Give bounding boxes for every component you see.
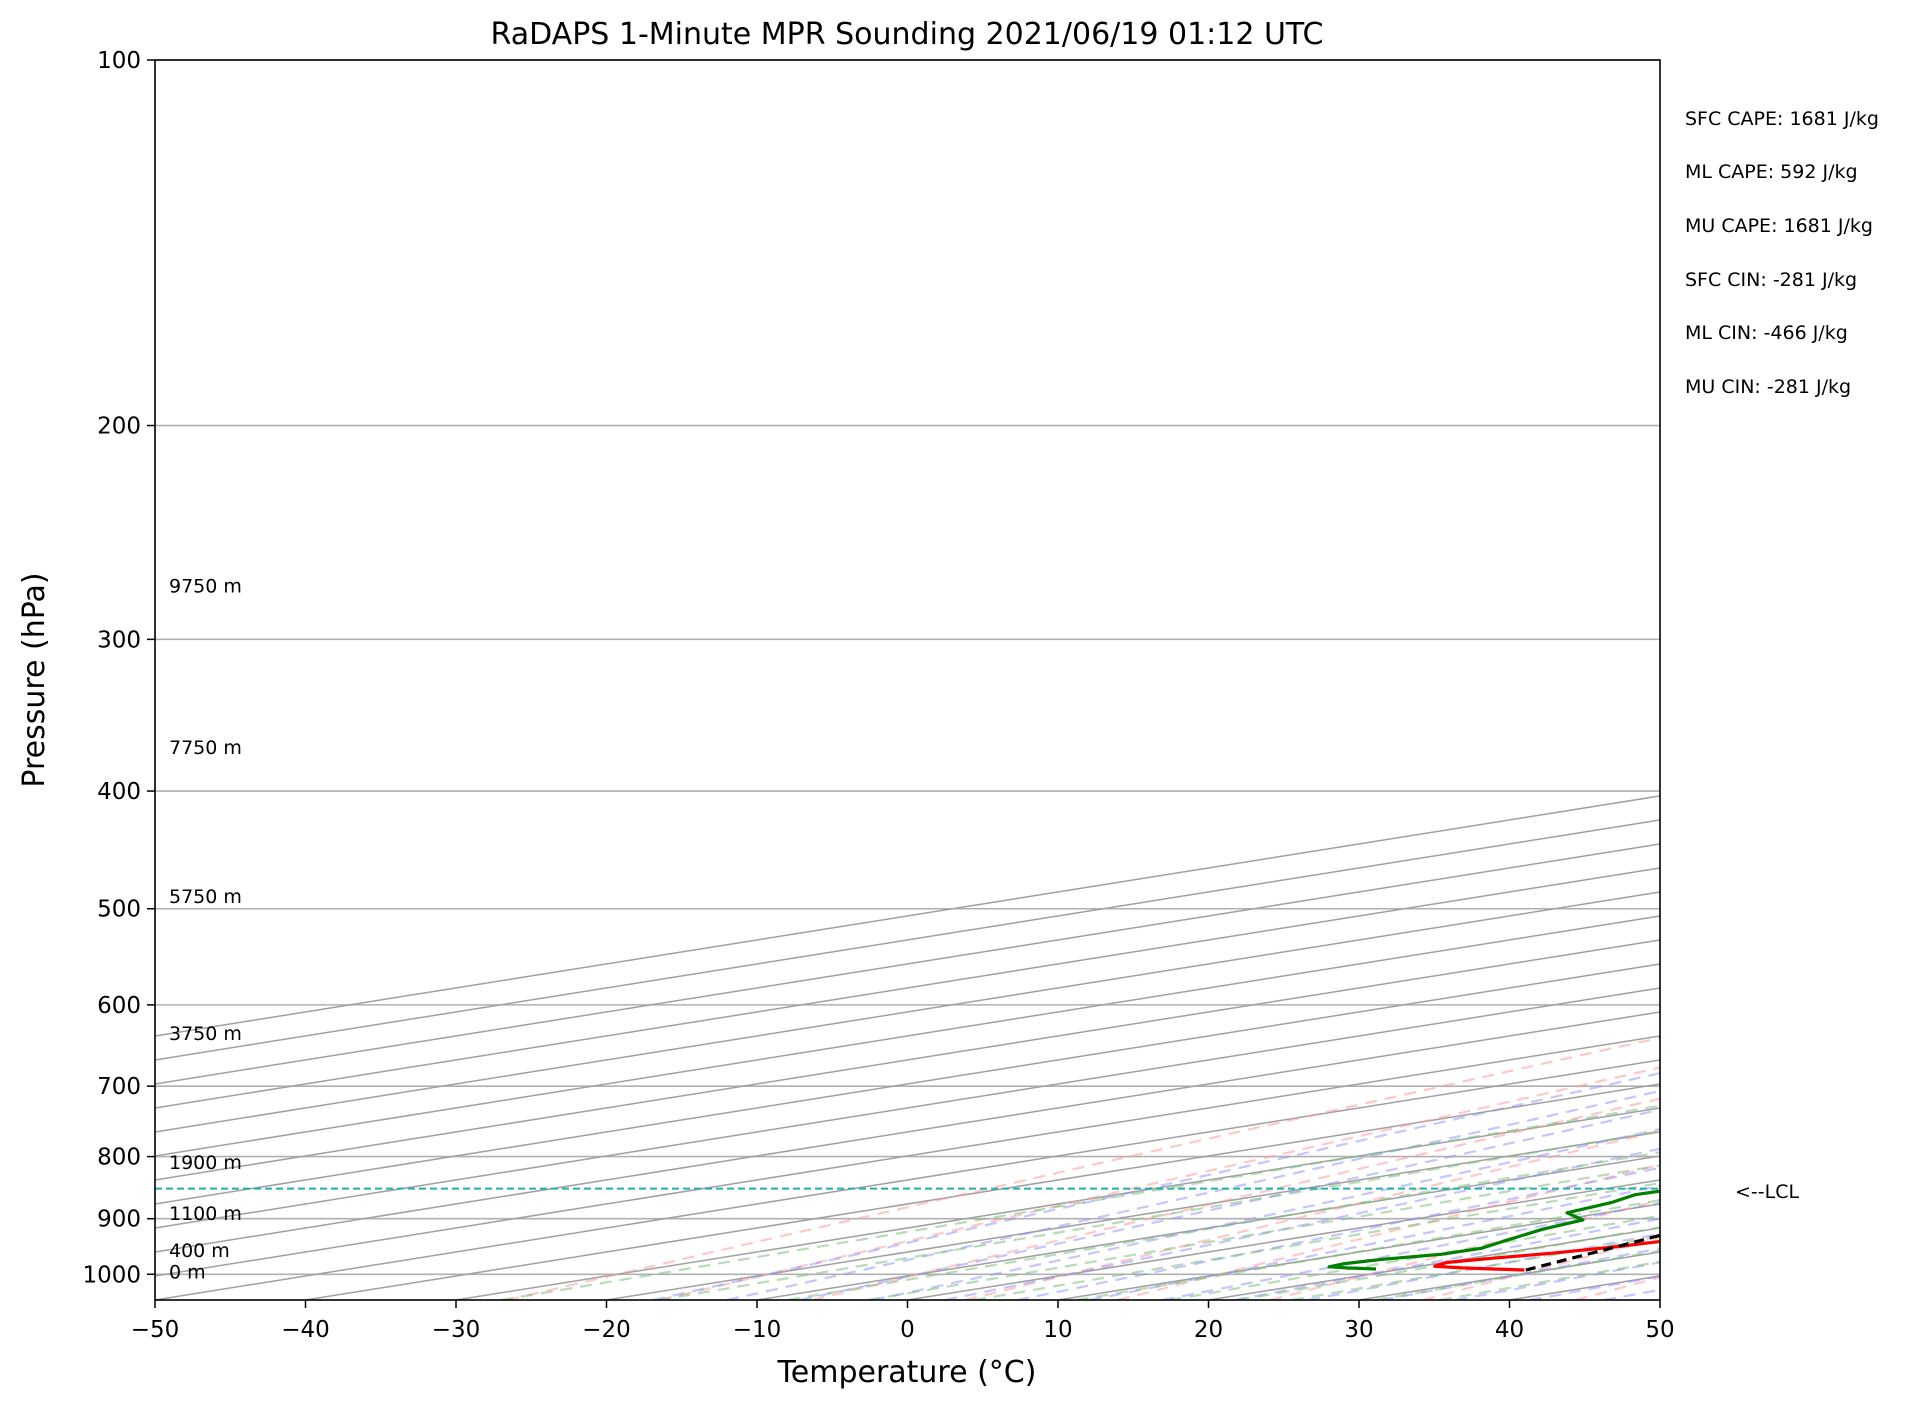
dry-adiabat bbox=[1117, 1163, 1660, 1300]
mixing-ratio-line bbox=[1169, 1214, 1660, 1300]
isotherm-gridline bbox=[756, 1155, 1660, 1300]
isotherm-gridline bbox=[155, 915, 1660, 1157]
moist-adiabat bbox=[1161, 1201, 1660, 1300]
height-label: 1900 m bbox=[169, 1152, 242, 1174]
ml-cin-text: ML CIN: -466 J/kg bbox=[1685, 322, 1848, 344]
x-axis-label: Temperature (°C) bbox=[777, 1355, 1037, 1390]
x-tick-label: 20 bbox=[1194, 1317, 1223, 1343]
mu-cape-text: MU CAPE: 1681 J/kg bbox=[1685, 215, 1873, 237]
y-axis-label: Pressure (hPa) bbox=[17, 572, 52, 787]
plot-frame bbox=[154, 59, 1661, 1301]
moist-adiabat bbox=[1234, 1217, 1660, 1300]
mu-cin-text: MU CIN: -281 J/kg bbox=[1685, 376, 1852, 398]
isotherm-gridline bbox=[907, 1179, 1660, 1300]
lcl-label: <--LCL bbox=[1735, 1181, 1799, 1203]
isotherm-gridline bbox=[606, 1131, 1660, 1300]
y-tick-label: 300 bbox=[97, 627, 141, 653]
x-tick-label: 30 bbox=[1344, 1317, 1373, 1343]
sfc-cin-text: SFC CIN: -281 J/kg bbox=[1685, 269, 1858, 291]
isotherm-gridline bbox=[155, 939, 1660, 1181]
mixing-ratio-line bbox=[787, 1151, 1660, 1300]
moist-adiabat bbox=[799, 1108, 1660, 1300]
dewpoint-profile bbox=[1327, 1189, 1660, 1271]
mixing-ratio-line bbox=[973, 1181, 1660, 1300]
isotherm-gridline bbox=[1811, 60, 1925, 1300]
y-tick-label: 200 bbox=[97, 414, 141, 440]
moist-adiabat bbox=[944, 1147, 1660, 1300]
x-tick-label: 10 bbox=[1043, 1317, 1072, 1343]
moist-adiabat bbox=[1603, 1288, 1660, 1300]
dry-adiabat bbox=[1728, 60, 1925, 1300]
moist-adiabat bbox=[872, 1127, 1660, 1300]
dry-adiabat bbox=[507, 1036, 1660, 1300]
mixing-ratio-line bbox=[1375, 1249, 1660, 1300]
height-label: 9750 m bbox=[169, 576, 242, 598]
isotherm-gridline bbox=[1509, 1275, 1660, 1300]
x-tick-label: 40 bbox=[1495, 1317, 1524, 1343]
x-tick-label: 0 bbox=[900, 1317, 915, 1343]
dry-adiabat bbox=[1575, 1276, 1660, 1300]
x-tick-label: −30 bbox=[432, 1317, 481, 1343]
dry-adiabat bbox=[1422, 1236, 1660, 1300]
isotherm-gridline bbox=[305, 1083, 1660, 1300]
mixing-ratio-line bbox=[867, 1164, 1660, 1300]
x-tick-label: −50 bbox=[131, 1317, 180, 1343]
isotherm-gridline bbox=[155, 1035, 1660, 1277]
y-tick-label: 800 bbox=[97, 1145, 141, 1171]
sfc-cape-text: SFC CAPE: 1681 J/kg bbox=[1685, 108, 1879, 130]
isotherm-gridline bbox=[155, 963, 1660, 1205]
y-tick-label: 100 bbox=[97, 48, 141, 74]
parcel-path bbox=[1525, 1233, 1660, 1272]
isotherm-gridline bbox=[155, 891, 1660, 1133]
height-label: 0 m bbox=[169, 1262, 206, 1284]
y-tick-label: 600 bbox=[97, 993, 141, 1019]
dry-adiabat bbox=[1881, 60, 1925, 1300]
ml-cape-text: ML CAPE: 592 J/kg bbox=[1685, 161, 1858, 183]
height-label: 400 m bbox=[169, 1240, 230, 1262]
dry-adiabat bbox=[659, 1066, 1660, 1300]
chart-title: RaDAPS 1-Minute MPR Sounding 2021/06/19 … bbox=[491, 17, 1324, 52]
height-label: 5750 m bbox=[169, 886, 242, 908]
y-tick-label: 1000 bbox=[82, 1262, 141, 1288]
x-tick-label: −10 bbox=[733, 1317, 782, 1343]
dry-adiabat bbox=[1270, 1199, 1660, 1300]
height-label: 7750 m bbox=[169, 737, 242, 759]
mixing-ratio-line bbox=[1291, 1235, 1660, 1300]
x-tick-label: −40 bbox=[281, 1317, 330, 1343]
moist-adiabat bbox=[1529, 1275, 1660, 1300]
dry-adiabat bbox=[964, 1129, 1660, 1300]
isotherm-gridline bbox=[155, 795, 1660, 1037]
temperature-profile bbox=[1433, 1239, 1660, 1272]
y-tick-label: 700 bbox=[97, 1074, 141, 1100]
x-tick-label: −20 bbox=[582, 1317, 631, 1343]
isotherm-gridline bbox=[155, 843, 1660, 1085]
moist-adiabat bbox=[1017, 1166, 1660, 1300]
isotherm-gridline bbox=[455, 1107, 1660, 1300]
isotherm-gridline bbox=[155, 819, 1660, 1061]
mixing-ratio-line bbox=[501, 1104, 1660, 1300]
isotherm-gridline bbox=[155, 987, 1660, 1229]
moist-adiabat bbox=[652, 1072, 1660, 1300]
isotherm-gridline bbox=[155, 867, 1660, 1109]
dry-adiabat bbox=[812, 1097, 1660, 1300]
isotherm-gridline bbox=[1057, 1203, 1660, 1300]
height-label: 3750 m bbox=[169, 1023, 242, 1045]
height-label: 1100 m bbox=[169, 1203, 242, 1225]
isotherm-gridline bbox=[1659, 1299, 1660, 1300]
isotherm-gridline bbox=[155, 1059, 1660, 1300]
moist-adiabat bbox=[1381, 1247, 1660, 1300]
mixing-ratio-line bbox=[658, 1130, 1660, 1300]
moist-adiabat bbox=[1455, 1261, 1660, 1300]
mixing-ratio-line bbox=[1076, 1199, 1660, 1300]
moist-adiabat bbox=[1089, 1184, 1660, 1300]
isotherm-gridline bbox=[155, 1011, 1660, 1253]
y-tick-label: 400 bbox=[97, 779, 141, 805]
x-tick-label: 50 bbox=[1645, 1317, 1674, 1343]
y-tick-label: 900 bbox=[97, 1207, 141, 1233]
y-tick-label: 500 bbox=[97, 897, 141, 923]
